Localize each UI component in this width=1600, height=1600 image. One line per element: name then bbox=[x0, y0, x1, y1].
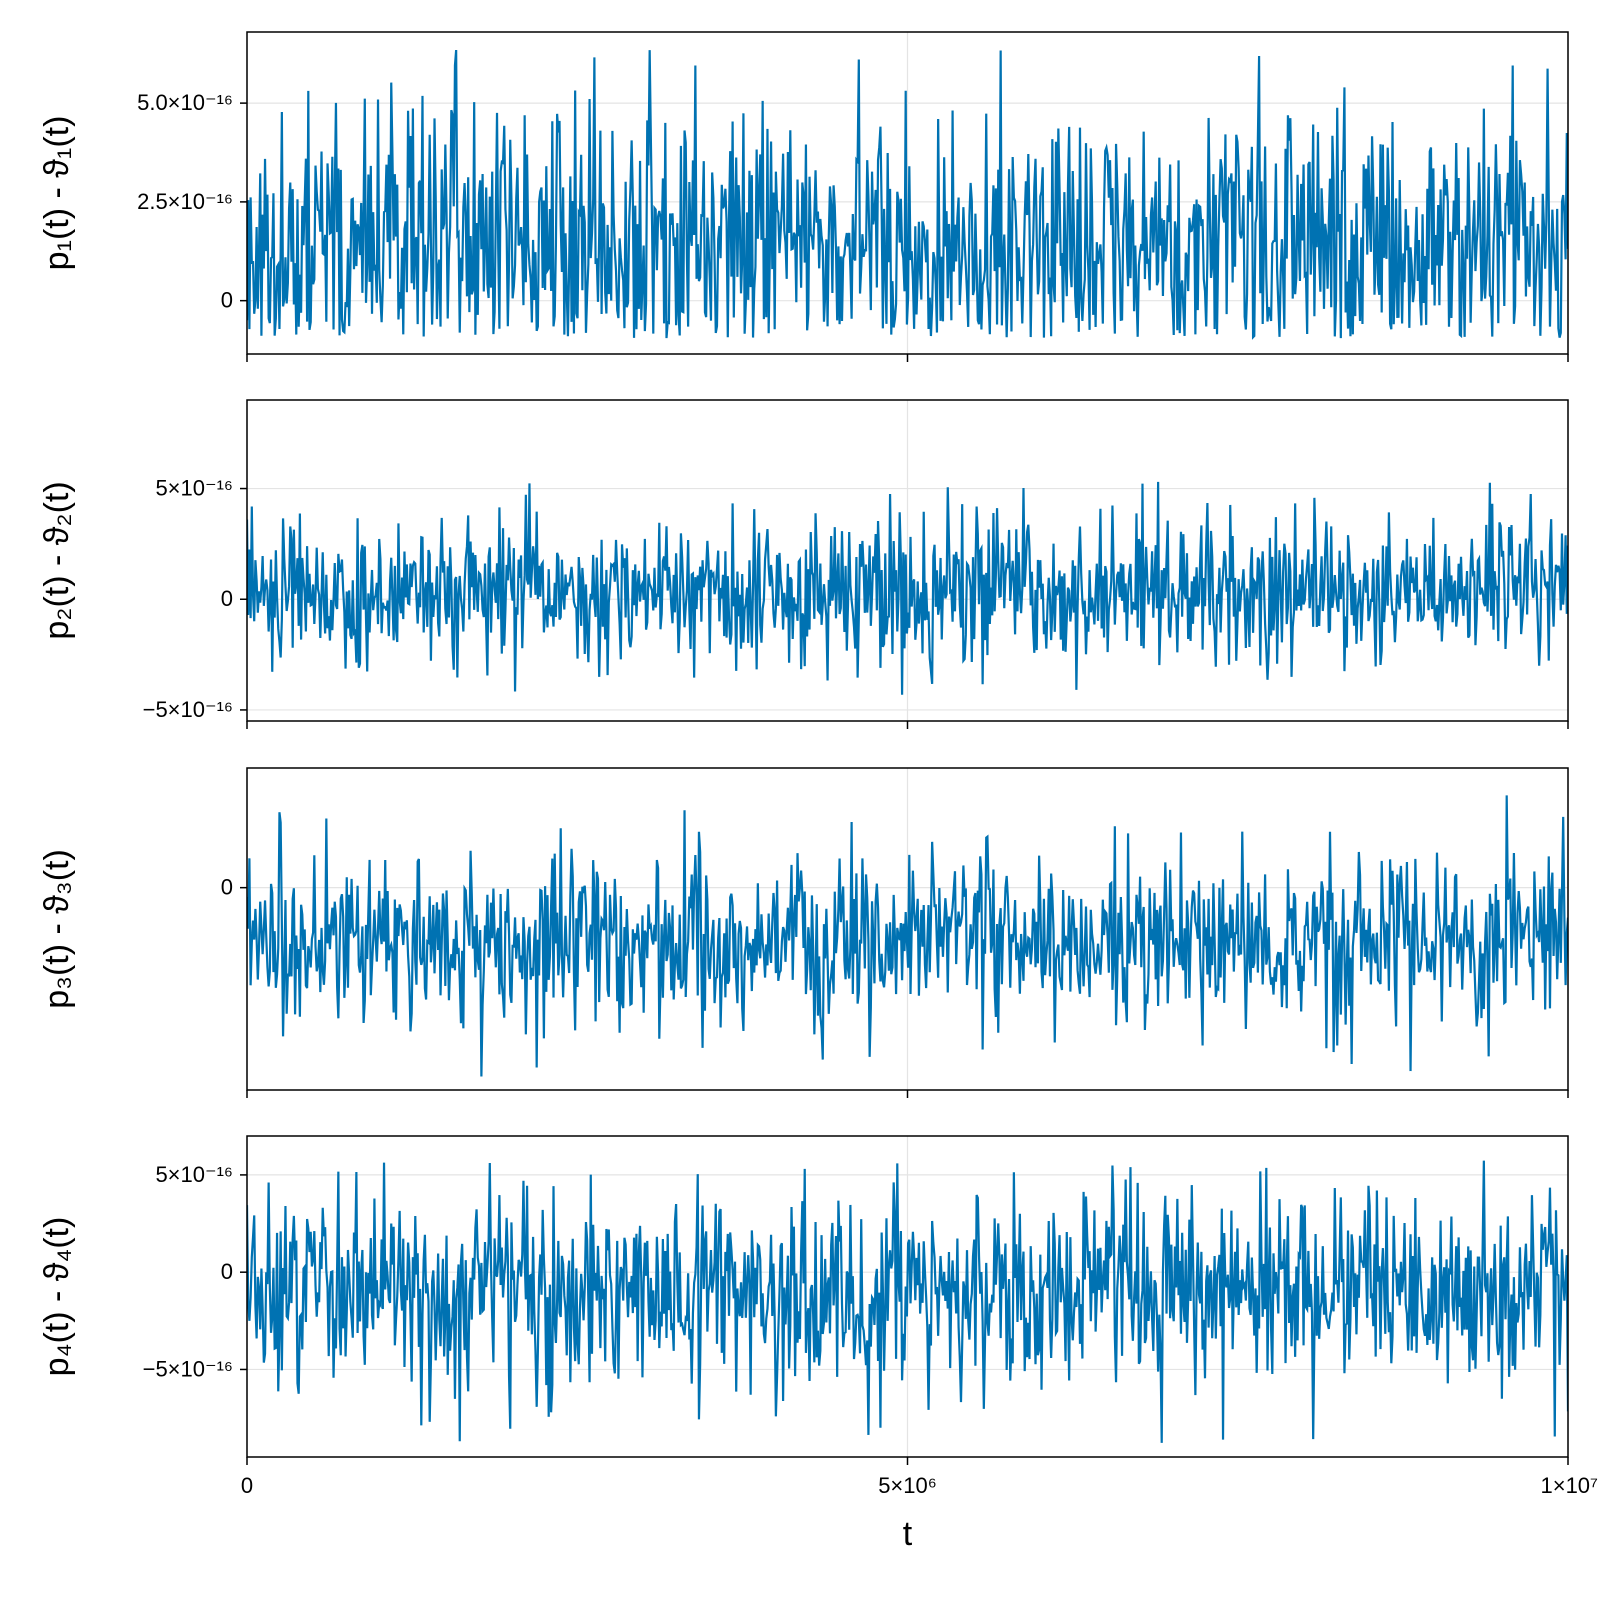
y-tick-label: 5×10⁻¹⁶ bbox=[155, 476, 233, 501]
y-tick-label: 5×10⁻¹⁶ bbox=[155, 1162, 233, 1187]
y-tick-label: 0 bbox=[221, 288, 233, 313]
y-tick-label: 0 bbox=[221, 1259, 233, 1284]
y-axis-label: p₃(t) - ϑ₃(t) bbox=[38, 849, 76, 1009]
series-line bbox=[247, 49, 1568, 340]
x-tick-label: 5×10⁶ bbox=[878, 1473, 937, 1498]
series-line bbox=[247, 795, 1568, 1077]
series-line bbox=[247, 481, 1568, 695]
x-axis-label: t bbox=[903, 1515, 913, 1553]
series-line bbox=[247, 1160, 1568, 1443]
y-axis-label: p₁(t) - ϑ₁(t) bbox=[38, 116, 76, 271]
y-tick-label: −5×10⁻¹⁶ bbox=[143, 1356, 233, 1381]
panel-4: −5×10⁻¹⁶ 0 5×10⁻¹⁶ p₄(t) - ϑ₄(t) 0 5×10⁶ 1×10⁷… bbox=[38, 1135, 1598, 1553]
x-tick-label: 0 bbox=[241, 1473, 253, 1498]
y-tick-label: 0 bbox=[221, 586, 233, 611]
x-tick-label: 1×10⁷ bbox=[1540, 1473, 1598, 1498]
panel-1: 0 2.5×10⁻¹⁶ 5.0×10⁻¹⁶ p₁(t) - ϑ₁(t) bbox=[38, 31, 1569, 362]
y-axis-label: p₄(t) - ϑ₄(t) bbox=[38, 1217, 76, 1377]
y-tick-label: 0 bbox=[221, 875, 233, 900]
y-tick-label: −5×10⁻¹⁶ bbox=[143, 697, 233, 722]
panel-3: 0 p₃(t) - ϑ₃(t) bbox=[38, 767, 1569, 1098]
y-tick-label: 2.5×10⁻¹⁶ bbox=[137, 189, 233, 214]
panel-2: −5×10⁻¹⁶ 0 5×10⁻¹⁶ p₂(t) - ϑ₂(t) bbox=[38, 399, 1569, 729]
y-axis-label: p₂(t) - ϑ₂(t) bbox=[38, 481, 76, 639]
y-tick-label: 5.0×10⁻¹⁶ bbox=[137, 90, 233, 115]
